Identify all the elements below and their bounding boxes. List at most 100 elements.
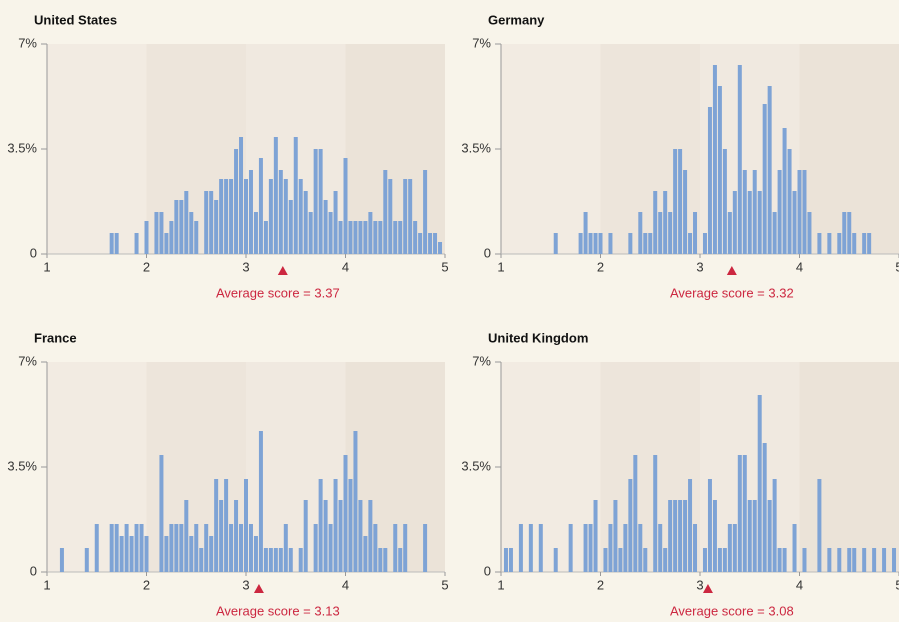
x-tick-label: 5	[441, 577, 448, 592]
bar	[348, 479, 353, 572]
bar	[268, 548, 273, 572]
bar	[378, 221, 383, 254]
bar	[229, 524, 234, 572]
bar	[59, 548, 64, 572]
plot-band	[47, 44, 147, 254]
bar	[179, 200, 184, 254]
bar	[712, 500, 717, 572]
x-tick-label: 2	[143, 577, 150, 592]
bar	[628, 479, 633, 572]
bar	[802, 548, 807, 572]
bar	[353, 431, 358, 572]
bar	[333, 191, 338, 254]
bar	[837, 233, 842, 254]
average-marker	[726, 266, 737, 275]
y-tick-label: 3.5%	[7, 140, 37, 155]
bar	[618, 548, 623, 572]
bar	[129, 536, 134, 572]
y-tick-label: 7%	[18, 35, 37, 50]
bar	[253, 212, 258, 254]
bar	[742, 170, 747, 254]
bar	[747, 191, 752, 254]
bar	[378, 548, 383, 572]
bar	[174, 524, 179, 572]
bar	[553, 548, 558, 572]
bar	[224, 179, 229, 254]
bar	[777, 548, 782, 572]
panel-title: France	[34, 330, 77, 345]
bar	[134, 524, 139, 572]
bar	[318, 149, 323, 254]
bar	[229, 179, 234, 254]
bar	[678, 500, 683, 572]
bar	[298, 179, 303, 254]
x-tick-label: 1	[497, 259, 504, 274]
bar	[673, 500, 678, 572]
bar	[353, 221, 358, 254]
plot-band	[799, 362, 899, 572]
x-tick-label: 5	[895, 577, 899, 592]
x-tick-label: 1	[497, 577, 504, 592]
bar	[528, 524, 533, 572]
bar	[428, 233, 433, 254]
bar	[184, 500, 189, 572]
bar	[668, 500, 673, 572]
bar	[862, 233, 867, 254]
bar	[199, 548, 204, 572]
bar	[358, 500, 363, 572]
average-annotation: Average score = 3.08	[670, 603, 794, 618]
bar	[702, 548, 707, 572]
bar	[683, 500, 688, 572]
bar	[248, 524, 253, 572]
bar	[782, 128, 787, 254]
x-tick-label: 4	[342, 259, 349, 274]
bar	[693, 524, 698, 572]
bar	[323, 200, 328, 254]
bar	[179, 524, 184, 572]
bar	[318, 479, 323, 572]
x-tick-label: 2	[597, 259, 604, 274]
bar	[119, 536, 124, 572]
bar	[732, 191, 737, 254]
bar	[727, 212, 732, 254]
bar	[109, 233, 114, 254]
bar	[169, 524, 174, 572]
bar	[772, 479, 777, 572]
bar	[398, 548, 403, 572]
bar	[109, 524, 114, 572]
bar	[288, 200, 293, 254]
bar	[154, 212, 159, 254]
bar	[114, 233, 119, 254]
bar	[588, 524, 593, 572]
bar	[847, 212, 852, 254]
average-marker	[702, 584, 713, 593]
bar	[413, 221, 418, 254]
bar	[144, 221, 149, 254]
x-tick-label: 3	[696, 577, 703, 592]
bar	[398, 221, 403, 254]
bar	[204, 524, 209, 572]
average-marker	[277, 266, 288, 275]
bar	[643, 233, 648, 254]
bar	[583, 212, 588, 254]
x-tick-label: 4	[796, 259, 803, 274]
bar	[408, 179, 413, 254]
bar	[328, 524, 333, 572]
x-tick-label: 4	[796, 577, 803, 592]
bar	[867, 233, 872, 254]
bar	[613, 500, 618, 572]
panel-title: United Kingdom	[488, 330, 588, 345]
bar	[847, 548, 852, 572]
bar	[189, 536, 194, 572]
bar	[752, 500, 757, 572]
bar	[767, 86, 772, 254]
bar	[747, 500, 752, 572]
bar	[588, 233, 593, 254]
bar	[313, 149, 318, 254]
bar	[393, 221, 398, 254]
bar	[593, 233, 598, 254]
bar	[328, 212, 333, 254]
bar	[248, 170, 253, 254]
bar	[772, 212, 777, 254]
bar	[393, 524, 398, 572]
